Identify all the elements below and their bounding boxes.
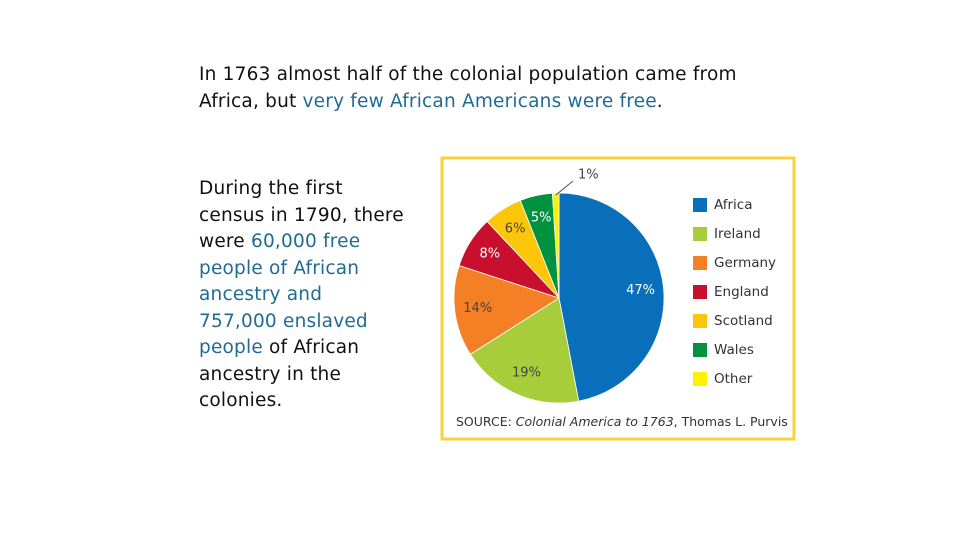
legend-swatch: [693, 198, 707, 212]
data-label: 14%: [463, 301, 492, 316]
source-part: SOURCE:: [456, 414, 516, 429]
text: of African ancestry in the colonies.: [199, 337, 360, 411]
legend-label: Wales: [714, 342, 754, 358]
pie-slice: [558, 192, 665, 402]
text: During the first census in 1790, there w…: [199, 178, 404, 252]
pie-slice: [453, 265, 560, 355]
data-label: 47%: [626, 283, 655, 298]
data-label: 1%: [578, 168, 599, 183]
paragraph: In 1763 almost half of the colonial popu…: [199, 62, 769, 115]
highlight-text: 60,000 free people of African ancestry a…: [199, 231, 368, 358]
text: In 1763 almost half of the colonial popu…: [199, 64, 737, 112]
legend-label: Ireland: [714, 226, 761, 242]
leader-line: [555, 180, 574, 196]
legend-label: England: [714, 284, 769, 300]
legend-swatch: [693, 256, 707, 270]
legend-swatch: [693, 227, 707, 241]
data-label: 8%: [480, 247, 501, 262]
paragraph: During the first census in 1790, there w…: [199, 176, 404, 415]
legend-swatch: [693, 285, 707, 299]
source-part: , Thomas L. Purvis: [674, 414, 788, 429]
legend-label: Other: [714, 371, 753, 387]
data-label: 6%: [505, 221, 526, 236]
source: SOURCE: Colonial America to 1763, Thomas…: [456, 414, 788, 429]
pie-slice: [469, 297, 580, 404]
legend-label: Scotland: [714, 313, 773, 329]
highlight-text: very few African Americans were free: [302, 90, 657, 112]
data-label: 19%: [512, 366, 541, 381]
source-part: Colonial America to 1763: [516, 414, 674, 429]
legend-swatch: [693, 314, 707, 328]
legend-swatch: [693, 343, 707, 357]
text: .: [656, 90, 663, 112]
legend-label: Germany: [714, 255, 776, 271]
legend-label: Africa: [714, 197, 753, 213]
legend-swatch: [693, 372, 707, 386]
data-label: 5%: [531, 211, 552, 226]
